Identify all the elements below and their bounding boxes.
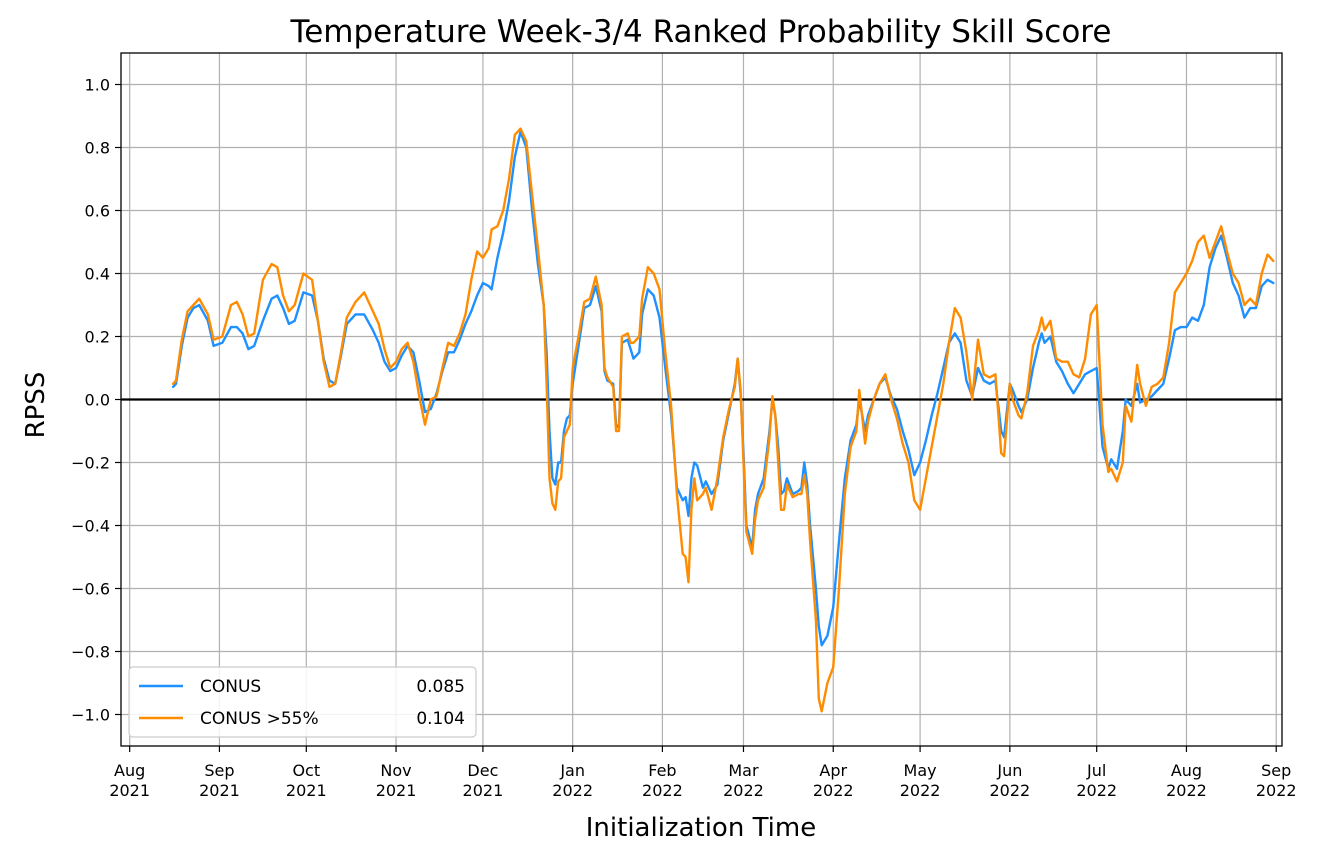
y-tick-label: 0.8 bbox=[85, 139, 110, 158]
x-tick-month: Sep bbox=[204, 761, 234, 780]
y-tick-label: −0.6 bbox=[71, 580, 110, 599]
x-tick-label: Nov 2021 bbox=[376, 761, 417, 800]
legend-label-0: CONUS bbox=[200, 677, 261, 697]
x-tick-year: 2021 bbox=[463, 781, 504, 800]
x-tick-year: 2022 bbox=[1076, 781, 1117, 800]
legend: CONUS 0.085 CONUS >55% 0.104 bbox=[128, 666, 477, 738]
x-tick-label: Sep 2022 bbox=[1256, 761, 1297, 800]
series-line-0 bbox=[171, 130, 1275, 647]
x-tick-year: 2021 bbox=[376, 781, 417, 800]
x-tick-label: Jun 2022 bbox=[989, 761, 1030, 800]
series-layer bbox=[171, 127, 1275, 713]
x-tick-label: Apr 2022 bbox=[813, 761, 854, 800]
x-tick-label: Oct 2021 bbox=[286, 761, 327, 800]
x-tick-month: May bbox=[904, 761, 937, 780]
x-tick-month: Apr bbox=[819, 761, 847, 780]
x-tick-year: 2022 bbox=[989, 781, 1030, 800]
series-line-1 bbox=[171, 127, 1275, 713]
y-tick-label: 0.6 bbox=[85, 202, 110, 221]
y-tick-label: 0.2 bbox=[85, 328, 110, 347]
y-axis-label: RPSS bbox=[21, 372, 51, 439]
legend-value-0: 0.085 bbox=[416, 677, 465, 697]
y-tick-label: 0.0 bbox=[85, 391, 110, 410]
x-tick-year: 2022 bbox=[642, 781, 683, 800]
legend-value-1: 0.104 bbox=[416, 709, 465, 729]
x-tick-year: 2022 bbox=[552, 781, 593, 800]
x-tick-label: Sep 2021 bbox=[199, 761, 240, 800]
x-tick-label: Jul 2022 bbox=[1076, 761, 1117, 800]
x-tick-year: 2021 bbox=[199, 781, 240, 800]
x-tick-month: Dec bbox=[467, 761, 498, 780]
y-tick-label: −0.8 bbox=[71, 643, 110, 662]
x-tick-month: Aug bbox=[114, 761, 145, 780]
x-tick-year: 2022 bbox=[813, 781, 854, 800]
x-tick-label: Aug 2021 bbox=[109, 761, 150, 800]
x-tick-year: 2021 bbox=[109, 781, 150, 800]
x-tick-year: 2022 bbox=[1166, 781, 1207, 800]
y-tick-label: −0.4 bbox=[71, 517, 110, 536]
x-tick-year: 2022 bbox=[723, 781, 764, 800]
y-tick-label: −0.2 bbox=[71, 454, 110, 473]
y-tick-label: 1.0 bbox=[85, 76, 110, 95]
x-tick-month: Nov bbox=[380, 761, 411, 780]
x-tick-year: 2022 bbox=[900, 781, 941, 800]
x-tick-year: 2022 bbox=[1256, 781, 1297, 800]
x-tick-month: Jun bbox=[996, 761, 1022, 780]
x-tick-month: Feb bbox=[648, 761, 676, 780]
x-tick-month: Oct bbox=[292, 761, 320, 780]
x-tick-label: Aug 2022 bbox=[1166, 761, 1207, 800]
y-axis: 1.0 0.8 0.6 0.4 0.2 0.0 −0.2 −0.4 −0.6 −0.8 −1.0 bbox=[71, 76, 121, 725]
x-tick-month: Jul bbox=[1086, 761, 1106, 780]
x-tick-month: Aug bbox=[1171, 761, 1202, 780]
legend-label-1: CONUS >55% bbox=[200, 709, 319, 729]
x-tick-label: Mar 2022 bbox=[723, 761, 764, 800]
legend-box bbox=[128, 666, 477, 738]
y-tick-label: −1.0 bbox=[71, 706, 110, 725]
x-tick-month: Jan bbox=[559, 761, 585, 780]
x-tick-label: Jan 2022 bbox=[552, 761, 593, 800]
x-tick-month: Mar bbox=[728, 761, 759, 780]
chart-title: Temperature Week-3/4 Ranked Probability … bbox=[290, 14, 1112, 50]
x-tick-label: Feb 2022 bbox=[642, 761, 683, 800]
x-tick-label: Dec 2021 bbox=[463, 761, 504, 800]
x-tick-month: Sep bbox=[1261, 761, 1291, 780]
y-tick-label: 0.4 bbox=[85, 265, 110, 284]
x-tick-label: May 2022 bbox=[900, 761, 941, 800]
x-axis-label: Initialization Time bbox=[586, 813, 816, 843]
x-tick-year: 2021 bbox=[286, 781, 327, 800]
